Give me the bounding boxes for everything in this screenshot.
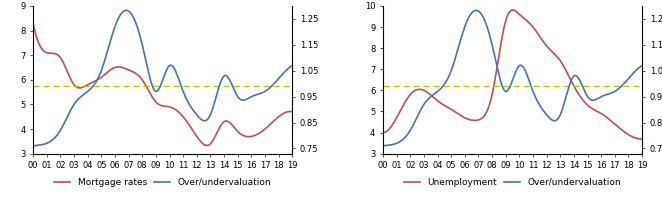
Legend: Mortgage rates, Over/undervaluation: Mortgage rates, Over/undervaluation: [50, 174, 275, 190]
Legend: Unemployment, Over/undervaluation: Unemployment, Over/undervaluation: [401, 174, 625, 190]
